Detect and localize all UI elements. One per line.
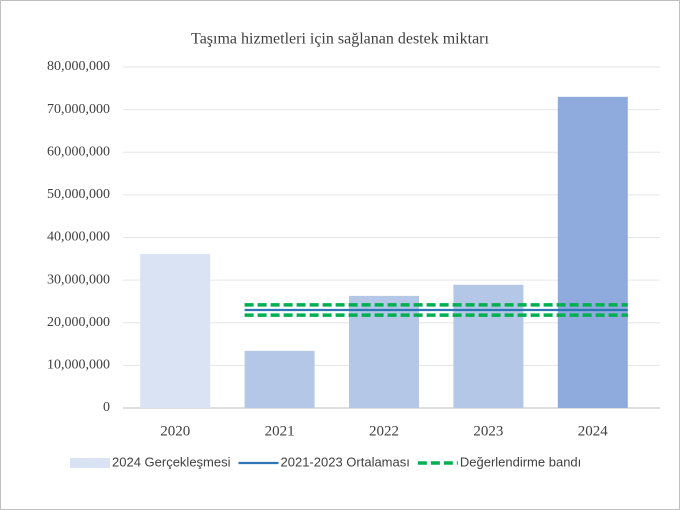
x-tick-label: 2020 xyxy=(160,423,190,439)
y-tick-label: 40,000,000 xyxy=(47,230,110,245)
y-tick-label: 20,000,000 xyxy=(47,315,110,330)
y-tick-label: 60,000,000 xyxy=(47,144,110,159)
chart-title: Taşıma hizmetleri için sağlanan destek m… xyxy=(191,31,489,48)
y-tick-label: 0 xyxy=(103,400,110,415)
y-tick-label: 70,000,000 xyxy=(47,102,110,117)
bar xyxy=(140,254,211,408)
bar xyxy=(557,96,628,409)
y-tick-label: 50,000,000 xyxy=(47,187,110,202)
legend-swatch xyxy=(70,458,110,468)
bar xyxy=(349,295,419,408)
x-tick-label: 2024 xyxy=(578,423,609,439)
legend-label: Değerlendirme bandı xyxy=(460,454,581,469)
x-tick-label: 2023 xyxy=(473,423,503,439)
legend-label: 2021-2023 Ortalaması xyxy=(281,454,410,469)
y-tick-label: 80,000,000 xyxy=(47,59,110,74)
y-tick-label: 30,000,000 xyxy=(47,272,110,287)
x-tick-label: 2021 xyxy=(265,423,295,439)
x-tick-label: 2022 xyxy=(369,423,399,439)
bar xyxy=(244,350,315,408)
legend-label: 2024 Gerçekleşmesi xyxy=(112,454,231,469)
y-tick-label: 10,000,000 xyxy=(47,358,110,373)
